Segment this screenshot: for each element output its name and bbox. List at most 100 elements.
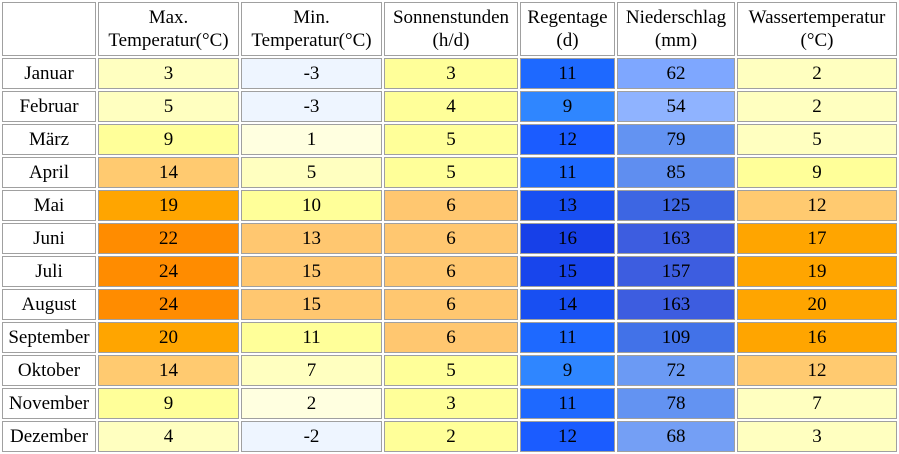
table-cell: 109 xyxy=(617,322,735,353)
table-cell: 4 xyxy=(98,421,239,452)
table-cell: 6 xyxy=(384,289,518,320)
table-cell: -3 xyxy=(241,91,382,122)
month-label: November xyxy=(2,388,96,419)
table-cell: 3 xyxy=(98,58,239,89)
table-cell: 2 xyxy=(384,421,518,452)
table-cell: 19 xyxy=(737,256,897,287)
table-cell: 5 xyxy=(384,355,518,386)
month-label: September xyxy=(2,322,96,353)
column-header-text: (mm) xyxy=(654,30,698,51)
table-body: Januar 3 -3 3 11 62 2 Februar 5 -3 4 9 54 2 März 9 1 5 12 7… xyxy=(2,58,897,452)
header-row: Max. Temperatur(°C) Min. Temperatur(°C) Sonn… xyxy=(2,2,897,56)
column-header-text: (h/d) xyxy=(432,30,470,51)
table-cell: 12 xyxy=(737,355,897,386)
table-row: Dezember 4 -2 2 12 68 3 xyxy=(2,421,897,452)
month-label: April xyxy=(2,157,96,188)
table-cell: 17 xyxy=(737,223,897,254)
table-cell: 6 xyxy=(384,322,518,353)
table-cell: 3 xyxy=(384,388,518,419)
header-corner xyxy=(2,2,96,56)
table-cell: 163 xyxy=(617,289,735,320)
column-header: Wassertemperatur (°C) xyxy=(737,2,897,56)
table-cell: 12 xyxy=(737,190,897,221)
table-cell: 9 xyxy=(737,157,897,188)
table-row: Juli 24 15 6 15 157 19 xyxy=(2,256,897,287)
table-cell: 20 xyxy=(737,289,897,320)
column-header: Min. Temperatur(°C) xyxy=(241,2,382,56)
table-cell: 9 xyxy=(520,355,615,386)
column-header-text: Wassertemperatur xyxy=(748,7,886,28)
column-header: Regentage (d) xyxy=(520,2,615,56)
table-cell: 62 xyxy=(617,58,735,89)
table-cell: 11 xyxy=(520,388,615,419)
table-cell: -2 xyxy=(241,421,382,452)
table-cell: 6 xyxy=(384,256,518,287)
table-cell: 12 xyxy=(520,124,615,155)
table-cell: 20 xyxy=(98,322,239,353)
month-label: Februar xyxy=(2,91,96,122)
table-cell: 11 xyxy=(520,157,615,188)
column-header-text: Temperatur(°C) xyxy=(108,30,229,51)
table-row: Januar 3 -3 3 11 62 2 xyxy=(2,58,897,89)
table-cell: 10 xyxy=(241,190,382,221)
table-cell: 4 xyxy=(384,91,518,122)
column-header: Max. Temperatur(°C) xyxy=(98,2,239,56)
month-label: Juli xyxy=(2,256,96,287)
table-cell: 9 xyxy=(98,124,239,155)
table-cell: 24 xyxy=(98,256,239,287)
table-cell: 16 xyxy=(737,322,897,353)
table-cell: 2 xyxy=(737,91,897,122)
table-cell: 5 xyxy=(241,157,382,188)
column-header-text: Max. xyxy=(148,7,189,28)
table-cell: 24 xyxy=(98,289,239,320)
table-cell: 5 xyxy=(98,91,239,122)
column-header-text: Regentage xyxy=(527,7,608,28)
table-cell: 3 xyxy=(737,421,897,452)
table-cell: 15 xyxy=(241,289,382,320)
table-cell: 7 xyxy=(737,388,897,419)
table-row: September 20 11 6 11 109 16 xyxy=(2,322,897,353)
table-cell: 13 xyxy=(241,223,382,254)
table-row: November 9 2 3 11 78 7 xyxy=(2,388,897,419)
table-cell: 22 xyxy=(98,223,239,254)
month-label: Oktober xyxy=(2,355,96,386)
table-cell: 16 xyxy=(520,223,615,254)
table-cell: -3 xyxy=(241,58,382,89)
table-row: August 24 15 6 14 163 20 xyxy=(2,289,897,320)
table-cell: 79 xyxy=(617,124,735,155)
table-cell: 6 xyxy=(384,223,518,254)
table-cell: 2 xyxy=(737,58,897,89)
table-cell: 5 xyxy=(384,124,518,155)
table-cell: 19 xyxy=(98,190,239,221)
table-row: Februar 5 -3 4 9 54 2 xyxy=(2,91,897,122)
month-label: Juni xyxy=(2,223,96,254)
table-cell: 3 xyxy=(384,58,518,89)
table-cell: 125 xyxy=(617,190,735,221)
table-cell: 163 xyxy=(617,223,735,254)
column-header-text: Temperatur(°C) xyxy=(251,30,372,51)
table-cell: 5 xyxy=(737,124,897,155)
month-label: Dezember xyxy=(2,421,96,452)
table-row: März 9 1 5 12 79 5 xyxy=(2,124,897,155)
table-cell: 12 xyxy=(520,421,615,452)
table-cell: 5 xyxy=(384,157,518,188)
month-label: August xyxy=(2,289,96,320)
table-cell: 1 xyxy=(241,124,382,155)
month-label: Mai xyxy=(2,190,96,221)
month-label: Januar xyxy=(2,58,96,89)
table-cell: 7 xyxy=(241,355,382,386)
column-header: Niederschlag (mm) xyxy=(617,2,735,56)
table-cell: 2 xyxy=(241,388,382,419)
column-header: Sonnenstunden (h/d) xyxy=(384,2,518,56)
table-row: Mai 19 10 6 13 125 12 xyxy=(2,190,897,221)
table-cell: 72 xyxy=(617,355,735,386)
column-header-text: Niederschlag xyxy=(625,7,727,28)
table-cell: 54 xyxy=(617,91,735,122)
table-cell: 157 xyxy=(617,256,735,287)
table-cell: 6 xyxy=(384,190,518,221)
table-cell: 11 xyxy=(241,322,382,353)
table-cell: 9 xyxy=(520,91,615,122)
column-header-text: (d) xyxy=(556,30,579,51)
table-row: Juni 22 13 6 16 163 17 xyxy=(2,223,897,254)
